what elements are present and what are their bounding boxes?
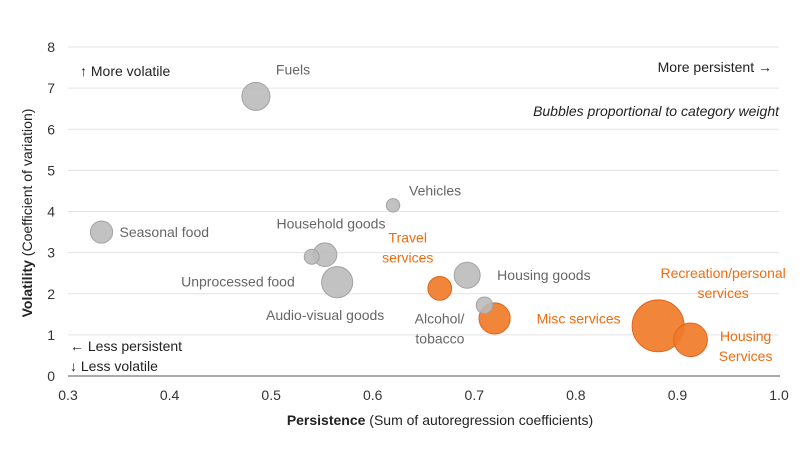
label-line: Travel [389,229,427,245]
label-line: Recreation/personal [660,265,785,281]
y-axis-title-rest: (Coefficient of variation) [19,109,35,260]
label-line: Housing [720,328,771,344]
note-less-volatile: ↓ Less volatile [70,358,158,374]
x-tick-label: 0.6 [363,387,383,403]
y-tick-label: 6 [47,121,55,137]
bubbles [89,81,708,358]
bubble-alcohol-tobacco [475,296,494,314]
label-housing-goods: Housing goods [497,267,590,283]
y-axis-title-bold: Volatility [19,260,35,318]
label-line: Household goods [276,216,385,232]
bubble-labels: Fuels Seasonal food Vehicles Household good… [120,61,786,363]
label-line: services [697,285,748,301]
note-less-persistent: ← Less persistent [70,338,182,354]
label-line: services [382,249,433,265]
bubble-vehicles [385,198,401,213]
gridlines [68,46,779,336]
label-line: Audio-visual goods [266,307,384,323]
bubble-travel-services [427,276,453,301]
bubble-seasonal-food [89,220,114,244]
x-axis-title: Persistence (Sum of autoregression coeff… [287,412,593,428]
label-household-goods: Household goods [276,216,385,232]
label-line: Misc services [537,310,621,326]
y-tick-label: 7 [47,80,55,96]
y-axis-title: Volatility (Coefficient of variation) [19,109,35,318]
y-tick-label: 0 [47,368,55,384]
label-line: Vehicles [409,182,461,198]
label-line: Fuels [276,61,310,77]
y-tick-label: 1 [47,327,55,343]
label-seasonal-food: Seasonal food [120,224,210,240]
x-tick-label: 0.7 [465,387,485,403]
label-line: tobacco [415,330,464,346]
y-tick-label: 3 [47,245,55,261]
bubble-unprocessed-food [303,248,320,265]
x-axis-title-bold: Persistence [287,412,366,428]
label-housing-services: Housing Services [719,328,773,364]
bubble-fuels [241,81,271,111]
y-tick-labels: 0 1 2 3 4 5 6 7 8 [47,39,55,384]
x-tick-label: 0.4 [160,387,180,403]
x-tick-label: 0.3 [58,387,78,403]
x-tick-label: 0.9 [668,387,688,403]
label-travel-services: Travel services [382,229,433,265]
x-axis-title-rest: (Sum of autoregression coefficients) [365,412,593,428]
label-vehicles: Vehicles [409,182,461,198]
y-tick-label: 5 [47,162,55,178]
note-more-persistent: More persistent → [658,59,772,75]
label-misc-services: Misc services [537,310,621,326]
label-line: Seasonal food [120,224,210,240]
bubble-housing-services [673,322,708,358]
label-line: Alcohol/ [415,310,465,326]
bubble-housing-goods [453,261,481,289]
x-tick-label: 1.0 [769,387,789,403]
note-bubbles-proportional: Bubbles proportional to category weight [533,103,780,119]
y-tick-label: 2 [47,286,55,302]
label-alcohol-tobacco: Alcohol/tobacco [415,310,465,346]
bubble-audio-visual-goods [321,266,354,299]
label-fuels: Fuels [276,61,310,77]
label-unprocessed-food: Unprocessed food [181,274,295,290]
label-recreation-personal-services: Recreation/personal services [660,265,785,301]
y-tick-label: 4 [47,204,55,220]
x-tick-label: 0.5 [261,387,281,403]
y-tick-label: 8 [47,39,55,55]
x-tick-label: 0.8 [566,387,586,403]
x-tick-labels: 0.3 0.4 0.5 0.6 0.7 0.8 0.9 1.0 [58,387,789,403]
label-audio-visual-goods: Audio-visual goods [266,307,384,323]
label-line: Unprocessed food [181,274,295,290]
label-line: Services [719,348,773,364]
note-more-volatile: ↑ More volatile [80,63,170,79]
label-line: Housing goods [497,267,590,283]
